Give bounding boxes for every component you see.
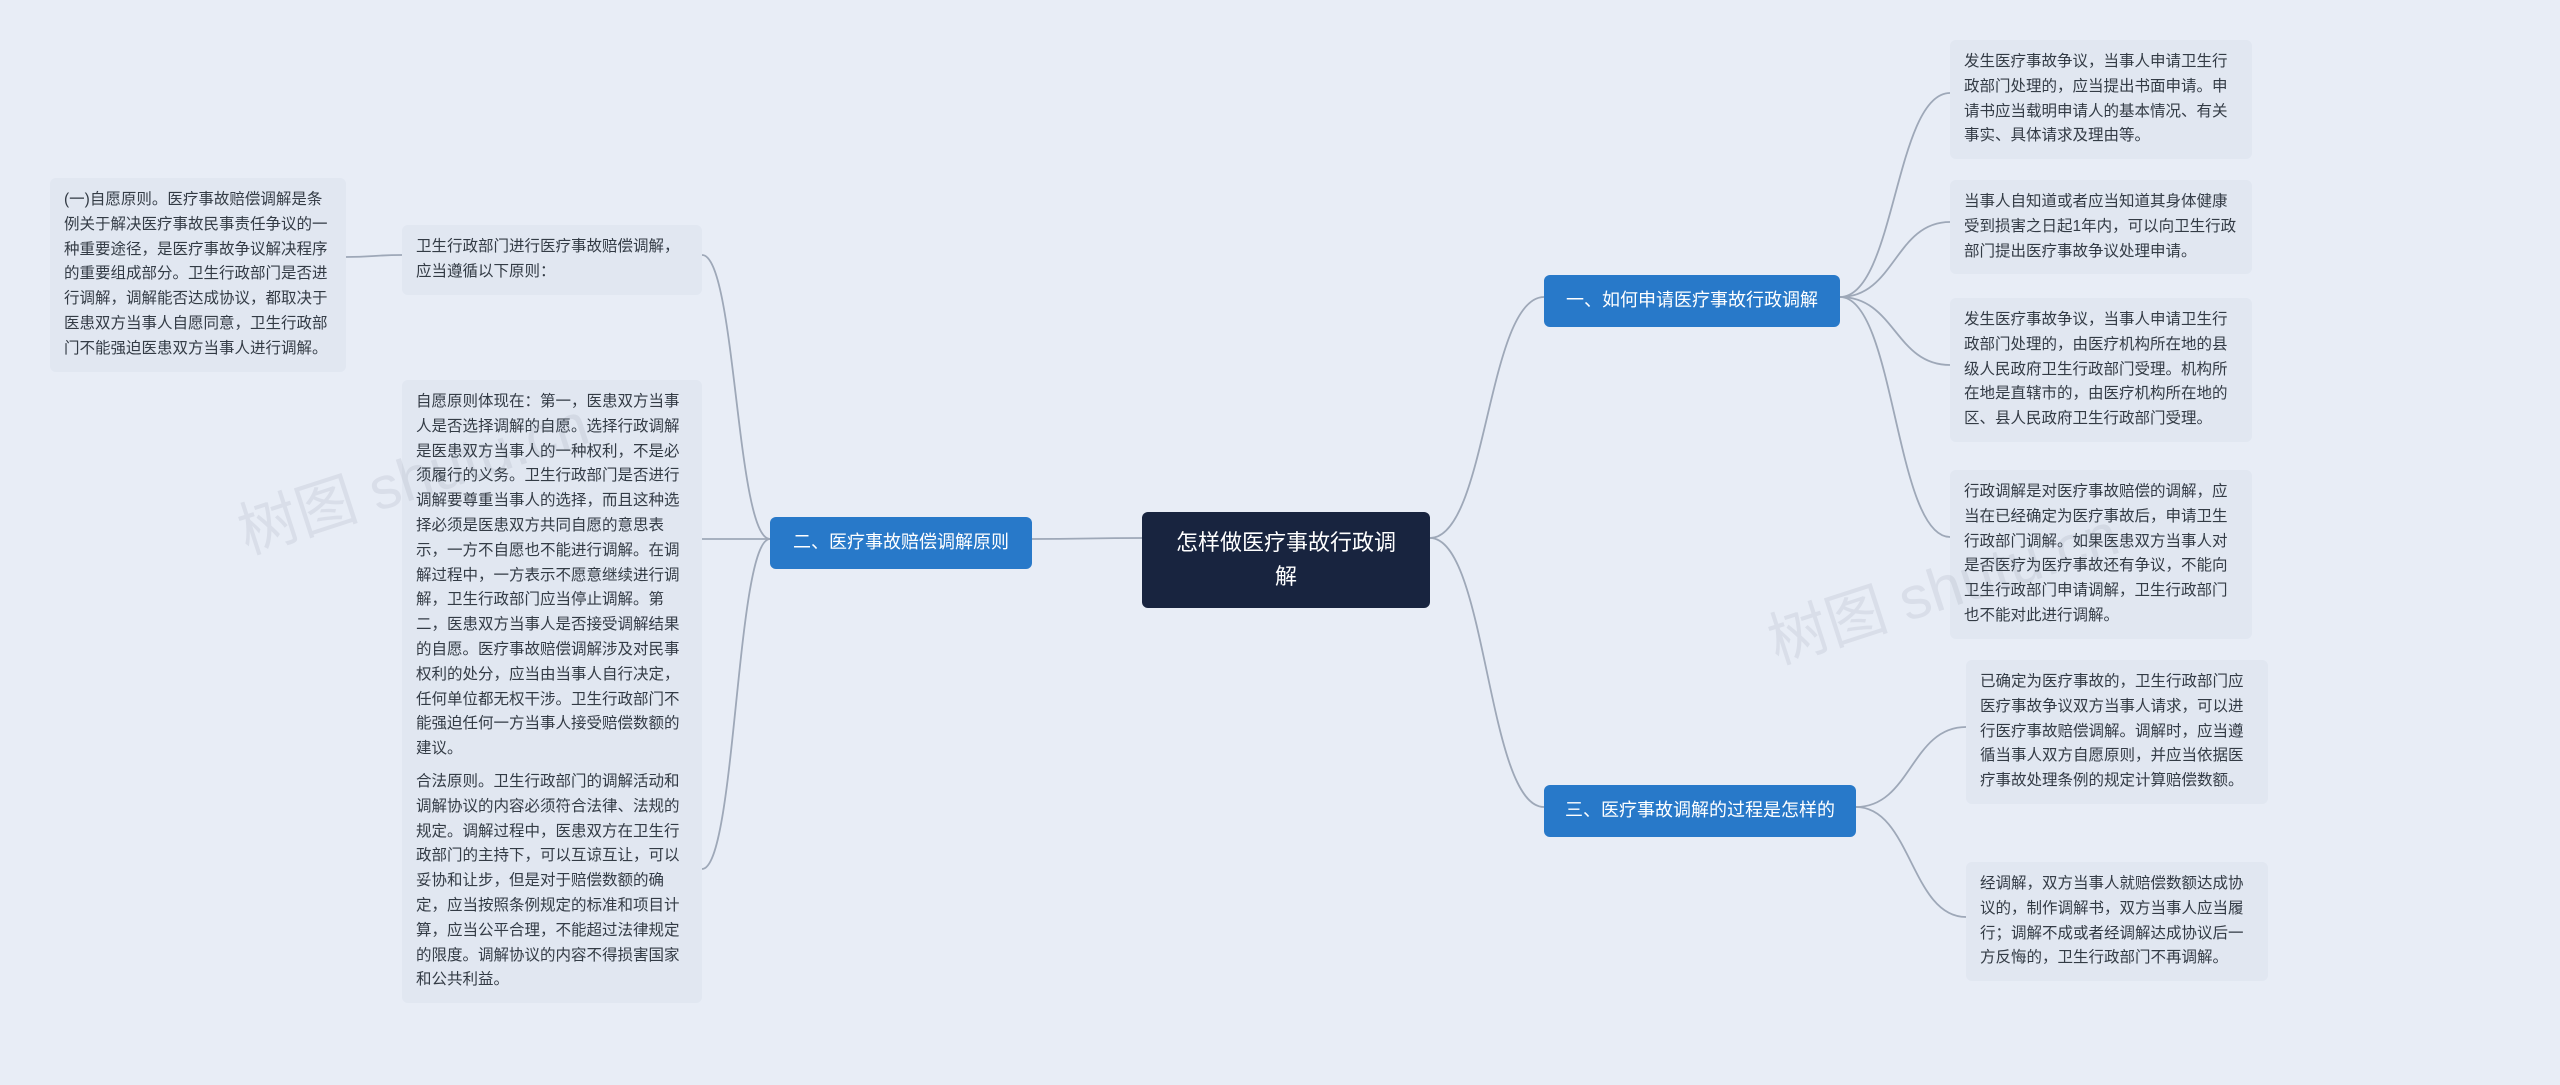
leaf-l0-c0: 卫生行政部门进行医疗事故赔偿调解，应当遵循以下原则： (402, 225, 702, 295)
leaf-l0-c1: 自愿原则体现在：第一，医患双方当事人是否选择调解的自愿。选择行政调解是医患双方当… (402, 380, 702, 772)
center-node: 怎样做医疗事故行政调解 (1142, 512, 1430, 608)
leaf-l0-c0-c0: (一)自愿原则。医疗事故赔偿调解是条例关于解决医疗事故民事责任争议的一种重要途径… (50, 178, 346, 372)
branch-left-0: 二、医疗事故赔偿调解原则 (770, 517, 1032, 569)
leaf-r0-c0: 发生医疗事故争议，当事人申请卫生行政部门处理的，应当提出书面申请。申请书应当载明… (1950, 40, 2252, 159)
branch-right-1: 三、医疗事故调解的过程是怎样的 (1544, 785, 1856, 837)
leaf-r0-c3: 行政调解是对医疗事故赔偿的调解，应当在已经确定为医疗事故后，申请卫生行政部门调解… (1950, 470, 2252, 639)
leaf-r1-c1: 经调解，双方当事人就赔偿数额达成协议的，制作调解书，双方当事人应当履行；调解不成… (1966, 862, 2268, 981)
branch-right-0: 一、如何申请医疗事故行政调解 (1544, 275, 1840, 327)
leaf-r0-c2: 发生医疗事故争议，当事人申请卫生行政部门处理的，由医疗机构所在地的县级人民政府卫… (1950, 298, 2252, 442)
leaf-l0-c2: 合法原则。卫生行政部门的调解活动和调解协议的内容必须符合法律、法规的规定。调解过… (402, 760, 702, 1003)
leaf-r0-c1: 当事人自知道或者应当知道其身体健康受到损害之日起1年内，可以向卫生行政部门提出医… (1950, 180, 2252, 274)
leaf-r1-c0: 已确定为医疗事故的，卫生行政部门应医疗事故争议双方当事人请求，可以进行医疗事故赔… (1966, 660, 2268, 804)
